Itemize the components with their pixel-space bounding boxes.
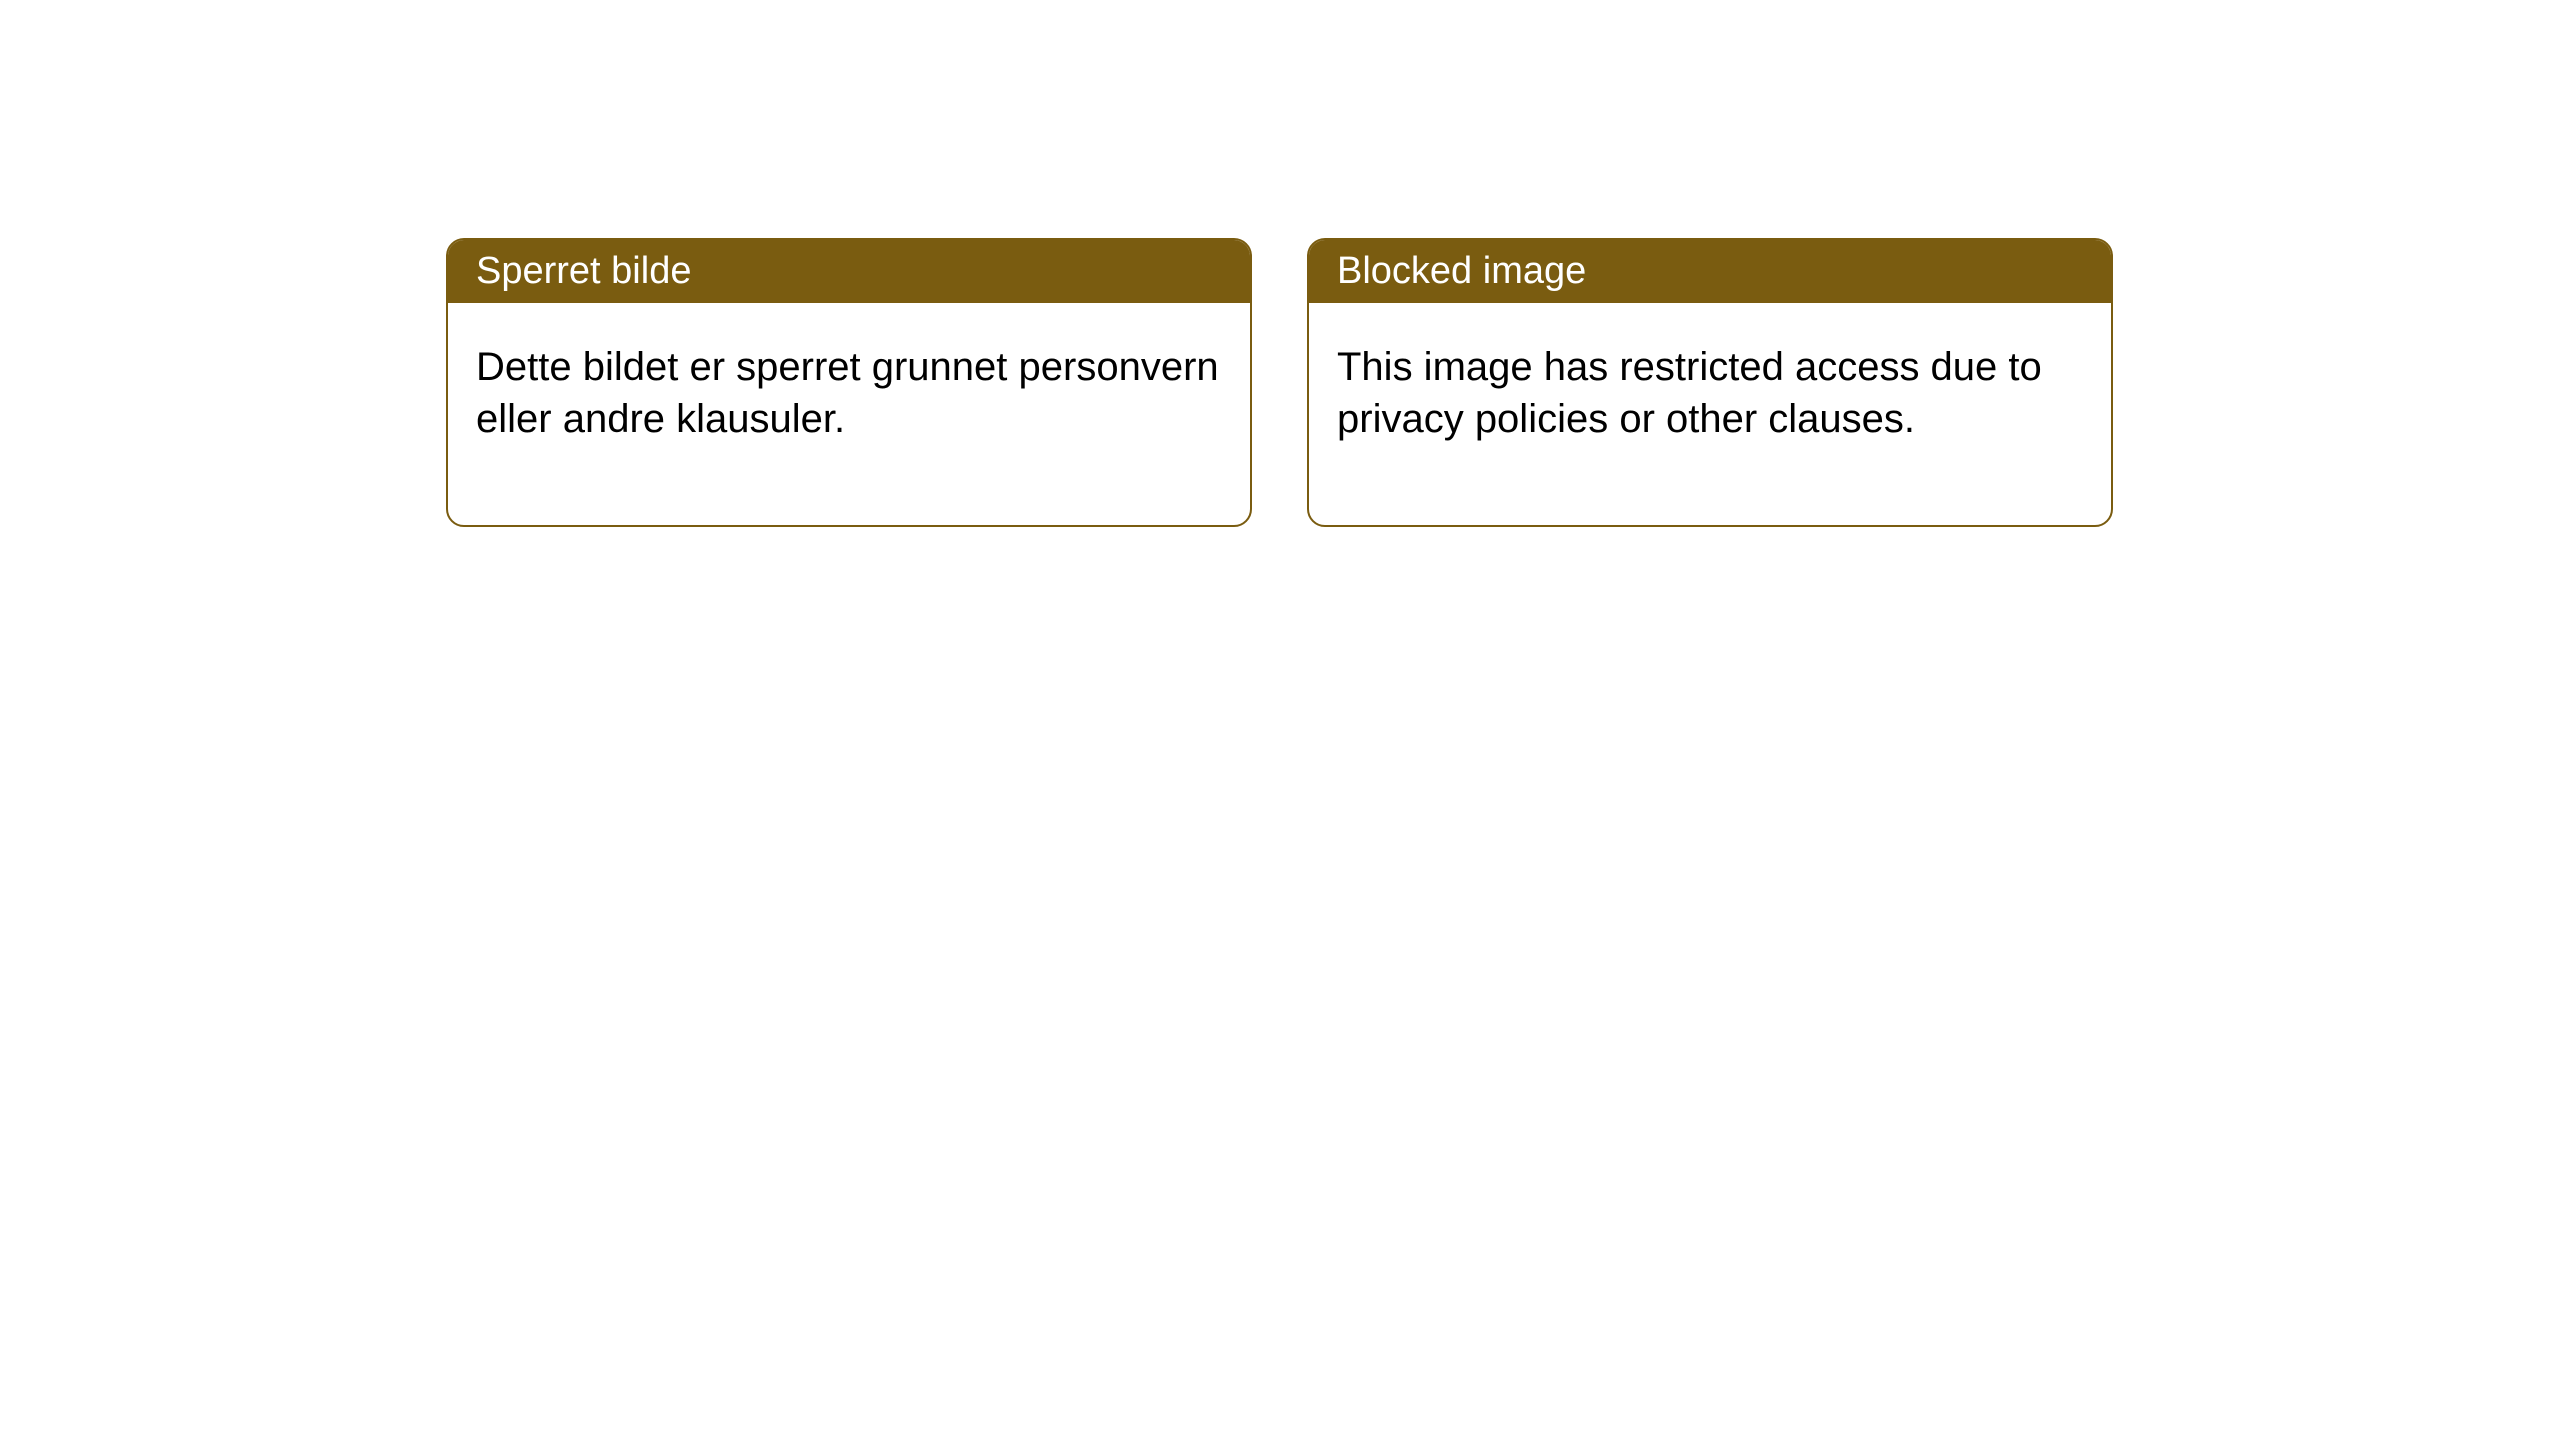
card-body: This image has restricted access due to … [1309,303,2111,525]
notice-card-norwegian: Sperret bilde Dette bildet er sperret gr… [446,238,1252,527]
notice-container: Sperret bilde Dette bildet er sperret gr… [0,0,2560,527]
card-header: Sperret bilde [448,240,1250,303]
card-body: Dette bildet er sperret grunnet personve… [448,303,1250,525]
notice-card-english: Blocked image This image has restricted … [1307,238,2113,527]
card-header: Blocked image [1309,240,2111,303]
